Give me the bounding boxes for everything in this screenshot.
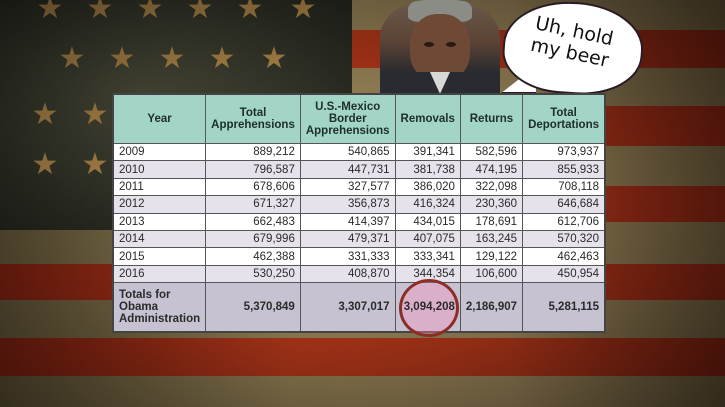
header-border-apprehensions: U.S.-Mexico Border Apprehensions: [299, 93, 396, 144]
cell-year: 2015: [112, 247, 207, 266]
star-icon: ★: [289, 0, 317, 25]
header-year: Year: [112, 93, 207, 144]
cell-returns: 106,600: [459, 264, 524, 284]
cell-total-apprehensions: 530,250: [205, 264, 301, 284]
totals-total-apprehensions: 5,370,849: [205, 282, 301, 333]
cell-year: 2013: [112, 212, 207, 231]
cell-removals: 344,354: [394, 264, 461, 284]
cell-removals: 391,341: [394, 142, 461, 162]
cell-border-apprehensions: 356,873: [299, 195, 396, 214]
star-icon: ★: [81, 98, 109, 131]
cell-removals: 407,075: [394, 229, 461, 249]
star-icon: ★: [81, 148, 109, 181]
cell-border-apprehensions: 447,731: [299, 160, 396, 179]
cell-total-deportations: 570,320: [522, 229, 606, 249]
cell-returns: 582,596: [459, 142, 524, 162]
cell-removals: 416,324: [394, 195, 461, 214]
star-icon: ★: [208, 42, 236, 75]
totals-label: Totals for Obama Administration: [112, 282, 207, 333]
cell-total-apprehensions: 671,327: [205, 195, 301, 214]
cell-border-apprehensions: 331,333: [299, 247, 396, 266]
cell-year: 2014: [112, 229, 207, 249]
cell-total-apprehensions: 796,587: [205, 160, 301, 179]
cell-year: 2016: [112, 264, 207, 284]
deportations-table: Year Total Apprehensions U.S.-Mexico Bor…: [112, 93, 606, 342]
totals-returns: 2,186,907: [459, 282, 524, 333]
cell-year: 2010: [112, 160, 207, 179]
star-icon: ★: [260, 42, 288, 75]
table-row: 2013 662,483 414,397 434,015 178,691 612…: [112, 212, 606, 231]
cell-returns: 230,360: [459, 195, 524, 214]
cell-removals: 333,341: [394, 247, 461, 266]
portrait-eye: [424, 42, 434, 47]
totals-border-apprehensions: 3,307,017: [299, 282, 396, 333]
star-icon: ★: [36, 0, 64, 25]
star-icon: ★: [136, 0, 164, 25]
totals-removals: 3,094,208: [403, 301, 455, 314]
cell-returns: 322,098: [459, 177, 524, 197]
cell-returns: 129,122: [459, 247, 524, 266]
header-removals: Removals: [394, 93, 461, 144]
table-header-row: Year Total Apprehensions U.S.-Mexico Bor…: [112, 93, 606, 144]
star-icon: ★: [236, 0, 264, 25]
cell-year: 2012: [112, 195, 207, 214]
totals-total-deportations: 5,281,115: [522, 282, 606, 333]
cell-total-deportations: 973,937: [522, 142, 606, 162]
cell-total-deportations: 450,954: [522, 264, 606, 284]
cell-total-apprehensions: 678,606: [205, 177, 301, 197]
header-total-apprehensions: Total Apprehensions: [205, 93, 301, 144]
cell-removals: 381,738: [394, 160, 461, 179]
star-icon: ★: [31, 148, 59, 181]
cell-border-apprehensions: 414,397: [299, 212, 396, 231]
cell-total-apprehensions: 679,996: [205, 229, 301, 249]
star-icon: ★: [58, 42, 86, 75]
cell-total-deportations: 462,463: [522, 247, 606, 266]
star-icon: ★: [158, 42, 186, 75]
cell-border-apprehensions: 408,870: [299, 264, 396, 284]
cell-year: 2011: [112, 177, 207, 197]
header-returns: Returns: [459, 93, 524, 144]
cell-total-apprehensions: 889,212: [205, 142, 301, 162]
table-row: 2016 530,250 408,870 344,354 106,600 450…: [112, 264, 606, 284]
table-row: 2012 671,327 356,873 416,324 230,360 646…: [112, 195, 606, 214]
cell-returns: 163,245: [459, 229, 524, 249]
table-row: 2009 889,212 540,865 391,341 582,596 973…: [112, 142, 606, 162]
cell-border-apprehensions: 540,865: [299, 142, 396, 162]
star-icon: ★: [86, 0, 114, 25]
table-row: 2014 679,996 479,371 407,075 163,245 570…: [112, 229, 606, 249]
table-row: 2010 796,587 447,731 381,738 474,195 855…: [112, 160, 606, 179]
cell-removals: 386,020: [394, 177, 461, 197]
star-icon: ★: [31, 98, 59, 131]
cell-returns: 178,691: [459, 212, 524, 231]
cell-total-deportations: 612,706: [522, 212, 606, 231]
cell-year: 2009: [112, 142, 207, 162]
table-row: 2015 462,388 331,333 333,341 129,122 462…: [112, 247, 606, 266]
cell-border-apprehensions: 327,577: [299, 177, 396, 197]
cell-total-deportations: 708,118: [522, 177, 606, 197]
cell-removals: 434,015: [394, 212, 461, 231]
star-icon: ★: [186, 0, 214, 25]
portrait-eye: [446, 42, 456, 47]
cell-returns: 474,195: [459, 160, 524, 179]
cell-total-deportations: 855,933: [522, 160, 606, 179]
portrait-photo: [380, 0, 500, 94]
cell-total-apprehensions: 662,483: [205, 212, 301, 231]
totals-row: Totals for Obama Administration 5,370,84…: [112, 275, 606, 342]
header-total-deportations: Total Deportations: [522, 93, 606, 144]
portrait-face: [410, 14, 470, 80]
flag-stripe: [0, 338, 725, 376]
cell-border-apprehensions: 479,371: [299, 229, 396, 249]
star-icon: ★: [108, 42, 136, 75]
flag-stripe: [0, 376, 725, 407]
totals-removals-cell: 3,094,208: [394, 275, 463, 342]
cell-total-deportations: 646,684: [522, 195, 606, 214]
cell-total-apprehensions: 462,388: [205, 247, 301, 266]
table-row: 2011 678,606 327,577 386,020 322,098 708…: [112, 177, 606, 197]
